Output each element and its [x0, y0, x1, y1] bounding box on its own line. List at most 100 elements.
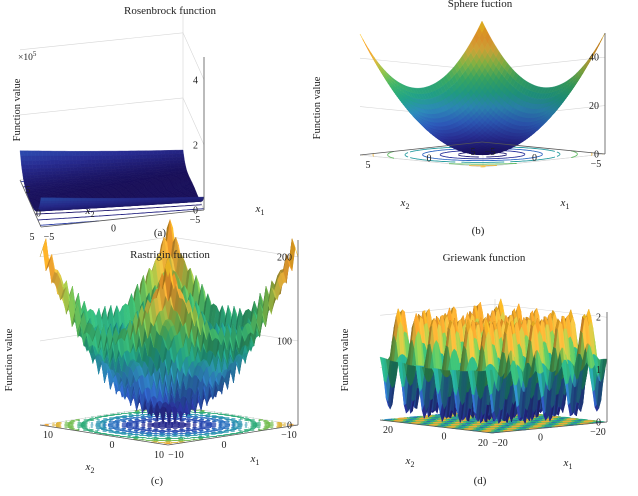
- surface-patch: [144, 197, 149, 201]
- surface-patch: [28, 160, 33, 166]
- surface-patch: [83, 159, 89, 165]
- surface-patch: [73, 170, 79, 174]
- surface: [19, 149, 205, 212]
- surface-patch: [102, 202, 107, 205]
- surface-patch: [132, 165, 138, 169]
- x2-tick-label: 0: [532, 153, 537, 164]
- surface-patch: [68, 160, 74, 165]
- surface-patch: [88, 169, 94, 174]
- surface-patch: [120, 159, 126, 163]
- surface-patch: [125, 200, 130, 203]
- surface-patch: [79, 151, 84, 157]
- surface-patch: [153, 154, 159, 159]
- surface-patch: [161, 160, 167, 165]
- surface-patch: [23, 178, 28, 182]
- surface-patch: [150, 161, 156, 165]
- surface-patch: [140, 164, 145, 168]
- surface-patch: [99, 200, 104, 204]
- surface-patch: [122, 168, 127, 172]
- surface-patch: [91, 159, 96, 164]
- surface-patch: [121, 200, 126, 203]
- surface-patch: [77, 170, 83, 174]
- surface-patch: [113, 159, 119, 164]
- surface-patch: [55, 174, 61, 178]
- surface-patch: [148, 166, 153, 170]
- z-tick-label: 2: [193, 140, 198, 151]
- surface-patch: [109, 159, 115, 164]
- surface-patch: [59, 171, 64, 175]
- surface-patch: [50, 160, 55, 165]
- z-tick-label: 20: [589, 101, 599, 112]
- surface-patch: [23, 150, 29, 157]
- surface-patch: [26, 175, 31, 179]
- surface-patch: [125, 197, 131, 201]
- surface-patch: [135, 154, 140, 160]
- surface-patch: [55, 167, 60, 172]
- surface-patch: [179, 149, 184, 155]
- surface-patch: [164, 150, 169, 155]
- surface-patch: [176, 160, 182, 164]
- surface-patch: [81, 172, 87, 176]
- surface-patch: [130, 150, 136, 156]
- surface-patch: [84, 167, 90, 171]
- surface-patch: [125, 168, 131, 172]
- surface-patch: [56, 179, 62, 182]
- surface-patch: [117, 202, 122, 205]
- surface-patch: [77, 167, 82, 171]
- surface-patch: [150, 158, 156, 162]
- surface-patch: [19, 150, 25, 157]
- surface-patch: [38, 180, 44, 183]
- surface-patch: [30, 150, 36, 157]
- surface-patch: [52, 174, 57, 178]
- surface-patch: [173, 197, 179, 200]
- surface-patch: [107, 169, 113, 173]
- surface-patch: [90, 155, 96, 161]
- surface-patch: [128, 162, 134, 166]
- surface-patch: [53, 205, 59, 208]
- surface-patch: [51, 197, 57, 202]
- surface-patch: [162, 163, 168, 167]
- surface-patch: [73, 167, 79, 171]
- surface-patch: [59, 173, 65, 178]
- surface-patch: [100, 172, 106, 175]
- surface-patch: [98, 159, 104, 164]
- surface-patch: [85, 172, 91, 176]
- surface-patch: [68, 151, 73, 157]
- x1-tick-label: 5: [26, 185, 31, 196]
- surface-patch: [38, 182, 44, 185]
- surface-patch: [69, 197, 75, 202]
- surface-patch: [106, 159, 111, 164]
- surface-patch: [85, 170, 90, 174]
- surface-patch: [39, 203, 45, 206]
- surface-patch: [47, 168, 53, 172]
- surface-patch: [80, 167, 86, 171]
- surface-patch: [140, 197, 145, 201]
- surface-patch: [80, 202, 85, 206]
- surface-patch: [173, 160, 178, 164]
- surface-patch: [38, 150, 43, 157]
- surface-patch: [123, 150, 129, 156]
- surface-patch: [66, 170, 72, 175]
- surface-patch: [115, 171, 120, 175]
- surface-patch: [53, 150, 58, 157]
- surface-patch: [53, 155, 59, 161]
- surface-patch: [36, 164, 41, 169]
- surface-patch: [43, 168, 49, 172]
- surface-patch: [58, 164, 63, 169]
- surface-patch: [93, 151, 99, 156]
- surface-patch: [94, 202, 100, 205]
- surface-patch: [56, 176, 62, 180]
- surface-patch: [68, 203, 74, 206]
- surface-patch: [99, 169, 105, 173]
- surface-patch: [84, 163, 89, 168]
- surface-patch: [95, 166, 101, 171]
- surface-patch: [20, 160, 26, 166]
- surface-patch: [104, 174, 110, 177]
- surface-patch: [84, 197, 90, 202]
- surface-patch: [72, 155, 77, 161]
- panel-caption: (a): [154, 227, 167, 239]
- surface-patch: [112, 155, 118, 160]
- surface-patch: [60, 150, 66, 157]
